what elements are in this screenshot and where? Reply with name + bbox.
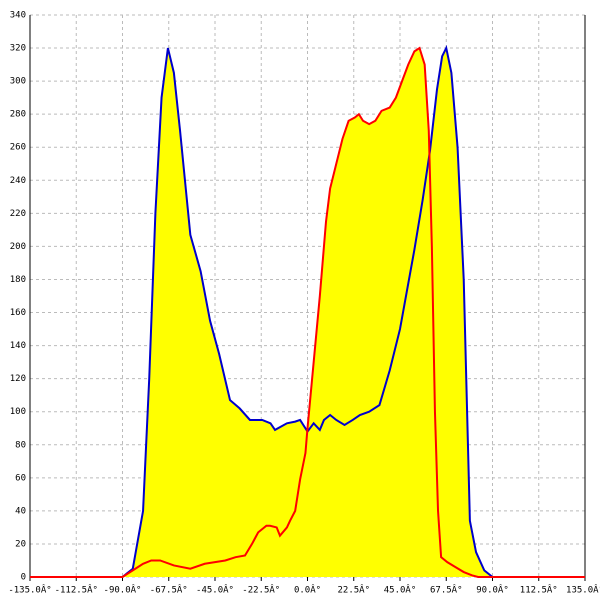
y-tick-label: 220 (10, 209, 26, 219)
y-tick-label: 260 (10, 143, 26, 153)
y-tick-label: 300 (10, 77, 26, 87)
y-tick-label: 280 (10, 110, 26, 120)
y-tick-label: 240 (10, 176, 26, 186)
y-tick-label: 320 (10, 44, 26, 54)
y-tick-label: 60 (15, 473, 26, 483)
x-tick-label: -67.5Â° (150, 584, 188, 596)
area (30, 48, 585, 577)
y-tick-label: 40 (15, 506, 26, 516)
x-tick-label: 45.0Â° (384, 584, 417, 596)
line (30, 46, 585, 578)
y-tick-label: 0 (21, 573, 26, 583)
y-tick-label: 100 (10, 407, 26, 417)
line (121, 45, 494, 578)
y-tick-label: 120 (10, 374, 26, 384)
y-tick-label: 180 (10, 275, 26, 285)
x-tick-label: -45.0Â° (196, 584, 234, 596)
x-tick-label: 67.5Â° (430, 584, 463, 596)
x-tick-label: 112.5Â° (520, 584, 558, 596)
x-tick-label: 22.5Â° (337, 584, 370, 596)
y-tick-label: 80 (15, 440, 26, 450)
x-tick-label: -90.0Â° (104, 584, 142, 596)
y-tick-label: 200 (10, 242, 26, 252)
y-tick-label: 20 (15, 539, 26, 549)
y-tick-label: 340 (10, 11, 26, 21)
x-tick-label: 0.0Â° (294, 584, 321, 596)
x-tick-label: -112.5Â° (55, 584, 98, 596)
x-tick-label: 90.0Â° (476, 584, 509, 596)
x-tick-label: -135.0Â° (8, 584, 51, 596)
x-tick-label: 135.0Â° (566, 584, 600, 596)
y-tick-label: 140 (10, 341, 26, 351)
y-tick-label: 160 (10, 308, 26, 318)
x-tick-label: -22.5Â° (242, 584, 280, 596)
